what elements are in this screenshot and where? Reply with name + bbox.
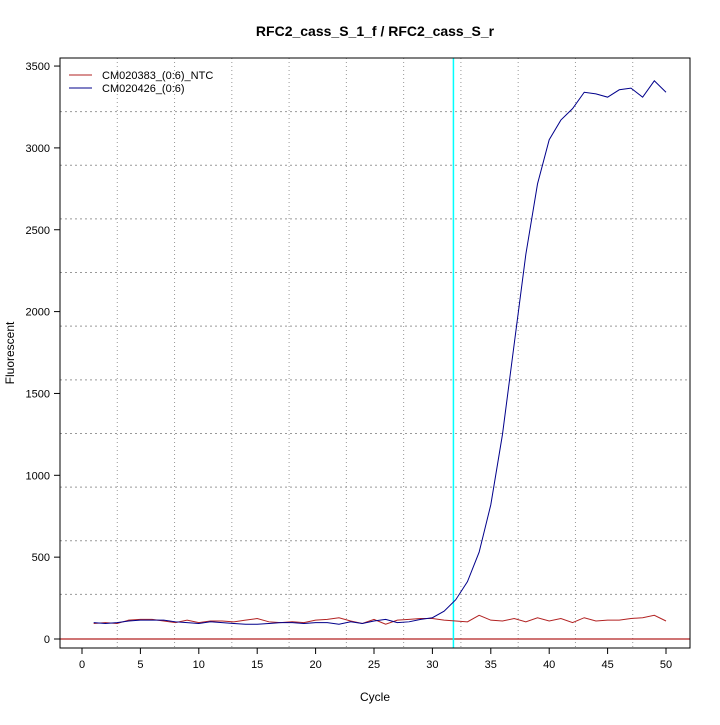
y-tick-label: 0 <box>44 634 50 646</box>
y-tick-label: 3500 <box>26 61 50 73</box>
plot-box <box>59 57 691 649</box>
series-line-0 <box>93 614 667 625</box>
x-tick-label: 0 <box>79 659 85 671</box>
legend-label: CM020426_(0:6) <box>102 83 185 95</box>
series-line-1 <box>93 80 667 625</box>
y-tick-label: 500 <box>32 552 50 564</box>
x-tick-label: 10 <box>193 659 205 671</box>
chart-title: RFC2_cass_S_1_f / RFC2_cass_S_r <box>256 23 495 39</box>
x-tick-label: 5 <box>137 659 143 671</box>
y-axis-label: Fluorescent <box>3 321 17 384</box>
x-tick-label: 35 <box>485 659 497 671</box>
x-tick-label: 45 <box>601 659 613 671</box>
x-tick-label: 50 <box>660 659 672 671</box>
x-tick-label: 15 <box>251 659 263 671</box>
y-tick-label: 2000 <box>26 307 50 319</box>
x-tick-label: 30 <box>426 659 438 671</box>
y-tick-label: 2500 <box>26 225 50 237</box>
grid <box>60 58 690 648</box>
y-tick-label: 1000 <box>26 470 50 482</box>
x-axis-label: Cycle <box>360 690 390 704</box>
x-tick-label: 20 <box>309 659 321 671</box>
legend-label: CM020383_(0:6)_NTC <box>102 70 213 82</box>
y-tick-label: 3000 <box>26 143 50 155</box>
y-tick-label: 1500 <box>26 388 50 400</box>
x-tick-label: 40 <box>543 659 555 671</box>
x-tick-label: 25 <box>368 659 380 671</box>
